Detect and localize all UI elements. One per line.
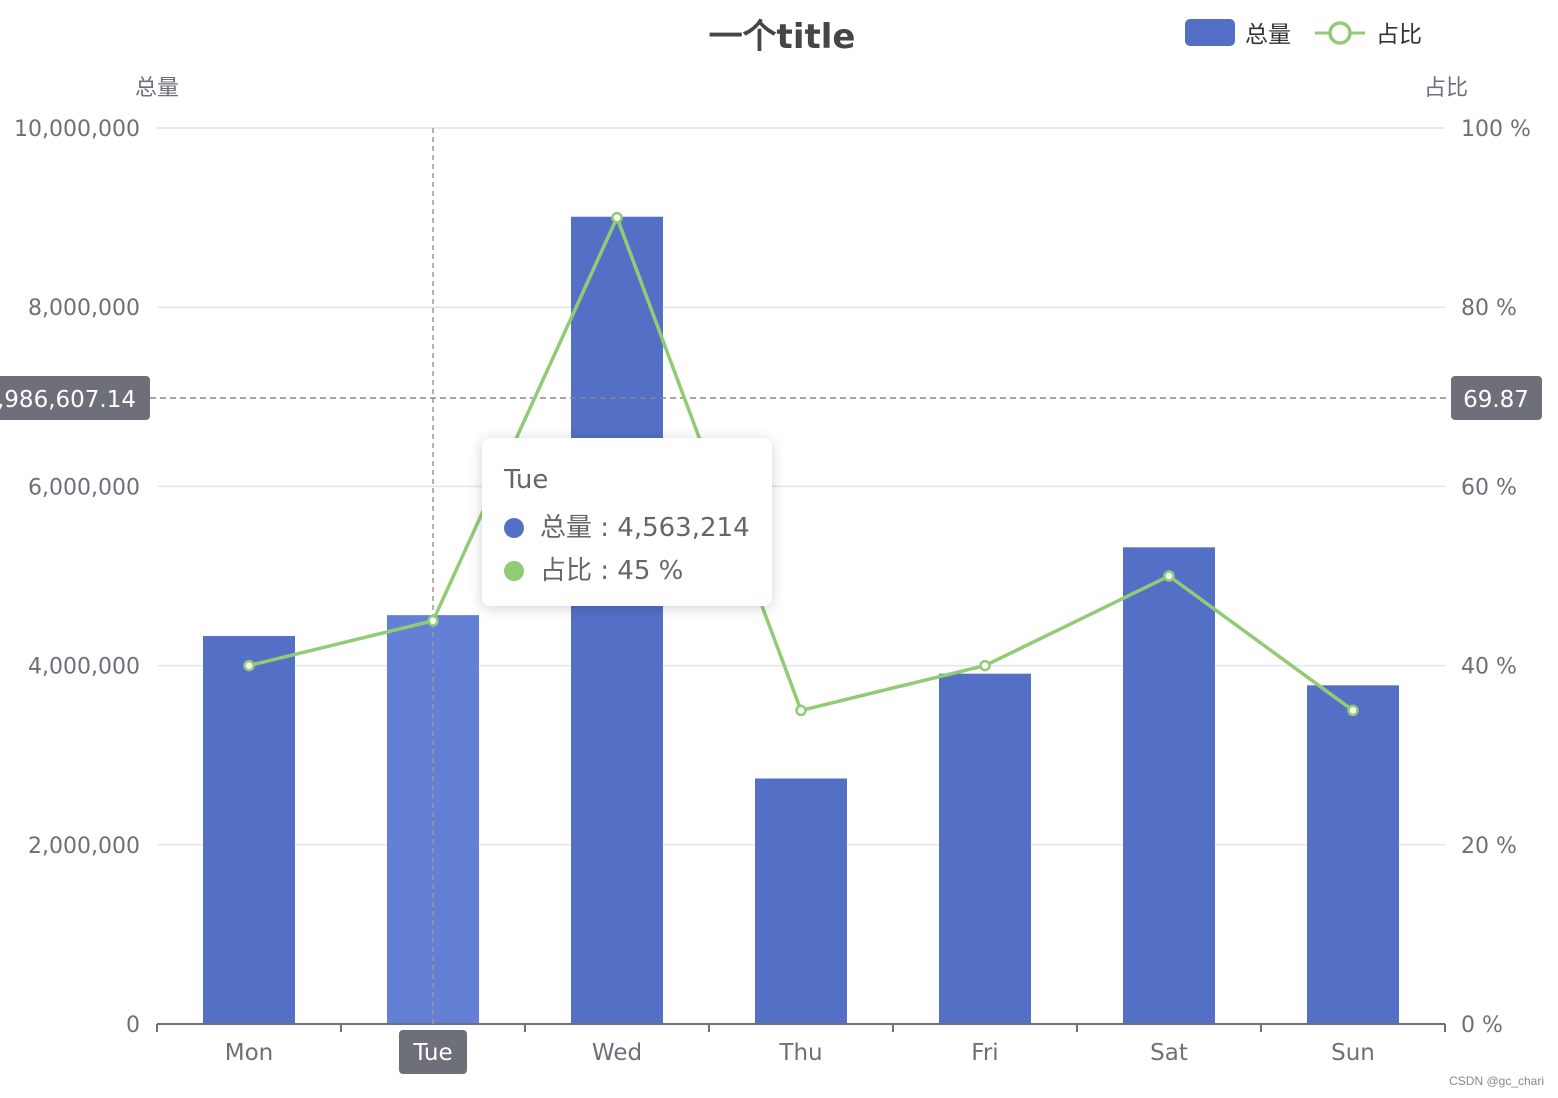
- axis-pointer-x-label: Tue: [412, 1040, 452, 1066]
- line-point: [795, 704, 807, 717]
- line-point: [427, 615, 439, 627]
- y-left-tick-label: 0: [126, 1013, 140, 1038]
- y-axis-right-name: 占比: [1424, 76, 1468, 101]
- series-marker-icon: [504, 561, 524, 581]
- line-point: [979, 659, 991, 672]
- x-tick-label: Sat: [1150, 1040, 1188, 1066]
- x-tick-label: Wed: [592, 1040, 642, 1066]
- legend-label-total: 总量: [1245, 22, 1291, 48]
- bar: [571, 216, 663, 1025]
- x-tick-label: Mon: [225, 1040, 274, 1066]
- tooltip-row-total: 总量 : 4,563,214: [504, 507, 750, 544]
- y-right-tick-label: 60 %: [1461, 475, 1517, 500]
- tooltip-row-ratio-text: 占比 : 45 %: [540, 556, 684, 586]
- y-left-tick-label: 2,000,000: [28, 834, 140, 859]
- series-marker-icon: [504, 518, 524, 538]
- y-right-tick-label: 80 %: [1461, 296, 1517, 321]
- tooltip-row-ratio: 占比 : 45 %: [504, 550, 683, 587]
- line-point: [243, 659, 255, 672]
- y-right-tick-label: 40 %: [1461, 655, 1517, 680]
- legend-marker-ratio: [1328, 21, 1352, 45]
- y-left-tick-label: 8,000,000: [28, 296, 140, 321]
- legend-swatch-total: [1185, 19, 1235, 46]
- tooltip: Tue 总量 : 4,563,214 占比 : 45 %: [482, 438, 772, 606]
- legend-label-ratio: 占比: [1376, 22, 1422, 48]
- x-tick-label: Thu: [778, 1040, 822, 1066]
- bar: [1123, 547, 1215, 1024]
- y-left-tick-label: 6,000,000: [28, 475, 140, 500]
- line-point: [1163, 570, 1175, 582]
- bar: [939, 673, 1031, 1024]
- x-tick-label: Sun: [1331, 1040, 1375, 1066]
- y-right-tick-label: 100 %: [1461, 117, 1531, 142]
- y-right-tick-label: 20 %: [1461, 834, 1517, 859]
- axis-pointer-y-right-label: 69.87: [1463, 387, 1529, 413]
- y-left-tick-label: 10,000,000: [14, 117, 140, 142]
- tooltip-row-total-text: 总量 : 4,563,214: [540, 513, 750, 543]
- watermark: CSDN @gc_chari: [1449, 1074, 1544, 1088]
- bar: [1307, 685, 1399, 1024]
- chart-title: 一个title: [709, 17, 856, 57]
- y-axis-left-name: 总量: [135, 76, 179, 101]
- axis-pointer-y-left-label-bg: [0, 375, 150, 420]
- line-point: [1347, 704, 1359, 717]
- line-point: [611, 211, 623, 224]
- axis-pointer-y-right-label-bg: [1451, 375, 1542, 420]
- axis-pointer-y-left-label: 6,986,607.14: [0, 387, 136, 413]
- bar: [203, 636, 295, 1024]
- y-right-tick-label: 0 %: [1461, 1013, 1503, 1038]
- bar: [387, 615, 479, 1024]
- x-tick-label: Fri: [971, 1040, 998, 1066]
- y-left-tick-label: 4,000,000: [28, 655, 140, 680]
- bar: [755, 778, 847, 1024]
- axis-pointer-x-label-bg: [399, 1030, 467, 1074]
- tooltip-title: Tue: [504, 465, 549, 495]
